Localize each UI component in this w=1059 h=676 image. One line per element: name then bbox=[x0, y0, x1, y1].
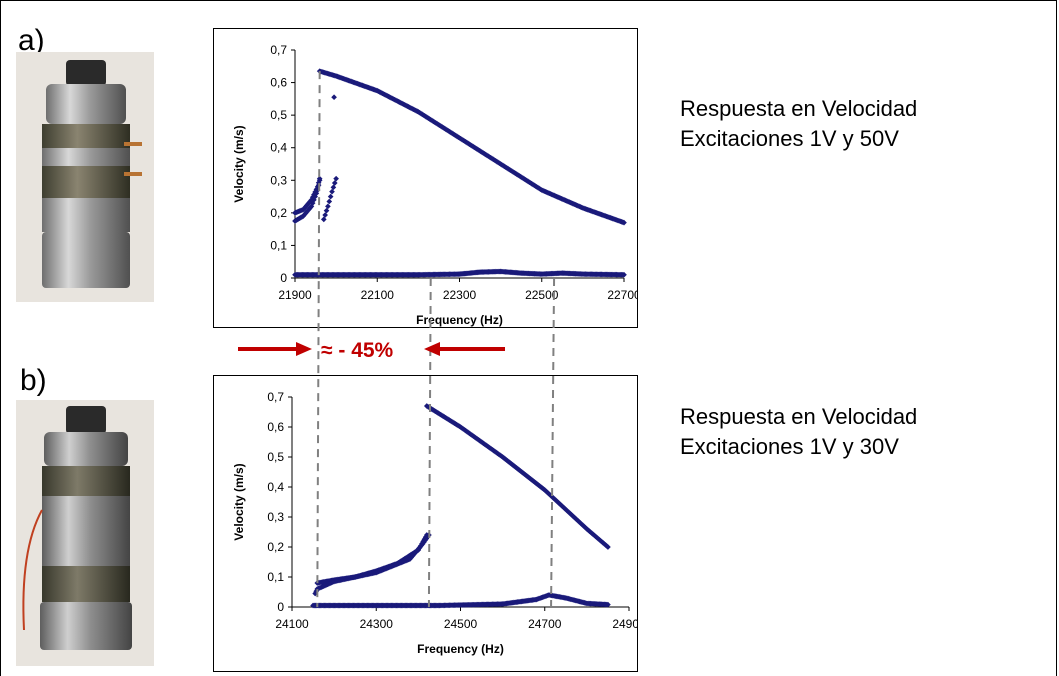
y-tick-label: 0,6 bbox=[270, 76, 287, 90]
y-tick-label: 0,7 bbox=[267, 390, 284, 404]
x-tick-label: 21900 bbox=[278, 288, 312, 302]
data-point bbox=[605, 601, 611, 608]
y-tick-label: 0,4 bbox=[267, 480, 284, 494]
chart-a: 0 0,1 0,2 0,3 0,4 0,5 0,6 0,7 21900 22100 22300 225… bbox=[213, 28, 638, 328]
chart-b: 0 0,1 0,2 0,3 0,4 0,5 0,6 0,7 24100 24300 24500 247… bbox=[213, 375, 638, 672]
chart-b-border bbox=[213, 375, 638, 672]
y-tick-label: 0 bbox=[277, 600, 284, 614]
transducer-b-drawing bbox=[22, 406, 132, 650]
x-tick-label: 22500 bbox=[525, 288, 559, 302]
caption-b-line2: Excitaciones 1V y 30V bbox=[680, 434, 899, 459]
data-point bbox=[605, 544, 611, 550]
x-tick-label: 22300 bbox=[443, 288, 477, 302]
data-series bbox=[292, 268, 627, 278]
caption-b: Respuesta en Velocidad Excitaciones 1V y… bbox=[680, 402, 917, 462]
x-axis-label: Frequency (Hz) bbox=[416, 313, 503, 327]
data-series bbox=[310, 592, 611, 609]
caption-a: Respuesta en Velocidad Excitaciones 1V y… bbox=[680, 94, 917, 154]
y-tick-label: 0,4 bbox=[270, 141, 287, 155]
transducer-a-drawing bbox=[42, 60, 142, 288]
caption-b-line1: Respuesta en Velocidad bbox=[680, 404, 918, 429]
data-point bbox=[333, 175, 339, 182]
x-tick-label: 24100 bbox=[275, 617, 309, 631]
y-tick-label: 0,3 bbox=[267, 510, 284, 524]
caption-a-line1: Respuesta en Velocidad bbox=[680, 96, 918, 121]
data-point bbox=[330, 184, 337, 191]
caption-a-line2: Excitaciones 1V y 50V bbox=[680, 126, 899, 151]
data-point bbox=[331, 180, 338, 186]
x-axis-label: Frequency (Hz) bbox=[417, 642, 504, 656]
y-tick-label: 0,2 bbox=[270, 206, 287, 220]
transducer-photo-b bbox=[16, 400, 154, 666]
data-series bbox=[316, 68, 627, 226]
panel-a-label: a) bbox=[18, 24, 45, 57]
y-axis-label: Velocity (m/s) bbox=[232, 463, 246, 540]
y-tick-label: 0,3 bbox=[270, 173, 287, 187]
transducer-photo-a bbox=[16, 52, 154, 302]
data-series bbox=[423, 403, 611, 550]
y-tick-label: 0,7 bbox=[270, 43, 287, 57]
y-axis-label: Velocity (m/s) bbox=[232, 125, 246, 202]
data-point bbox=[329, 188, 335, 195]
y-tick-label: 0,1 bbox=[267, 570, 284, 584]
data-point bbox=[621, 271, 627, 278]
y-tick-label: 0,6 bbox=[267, 420, 284, 434]
y-tick-label: 0,2 bbox=[267, 540, 284, 554]
panel-b-label: b) bbox=[20, 364, 47, 397]
y-tick-label: 0,1 bbox=[270, 238, 287, 252]
x-tick-label: 22700 bbox=[607, 288, 638, 302]
data-point bbox=[621, 219, 627, 226]
y-tick-label: 0,5 bbox=[270, 108, 287, 122]
x-tick-label: 24500 bbox=[444, 617, 478, 631]
x-tick-label: 24900 bbox=[612, 617, 638, 631]
y-tick-label: 0,5 bbox=[267, 450, 284, 464]
y-tick-label: 0 bbox=[280, 271, 287, 285]
x-tick-label: 22100 bbox=[361, 288, 395, 302]
x-tick-label: 24300 bbox=[360, 617, 394, 631]
x-tick-label: 24700 bbox=[528, 617, 562, 631]
